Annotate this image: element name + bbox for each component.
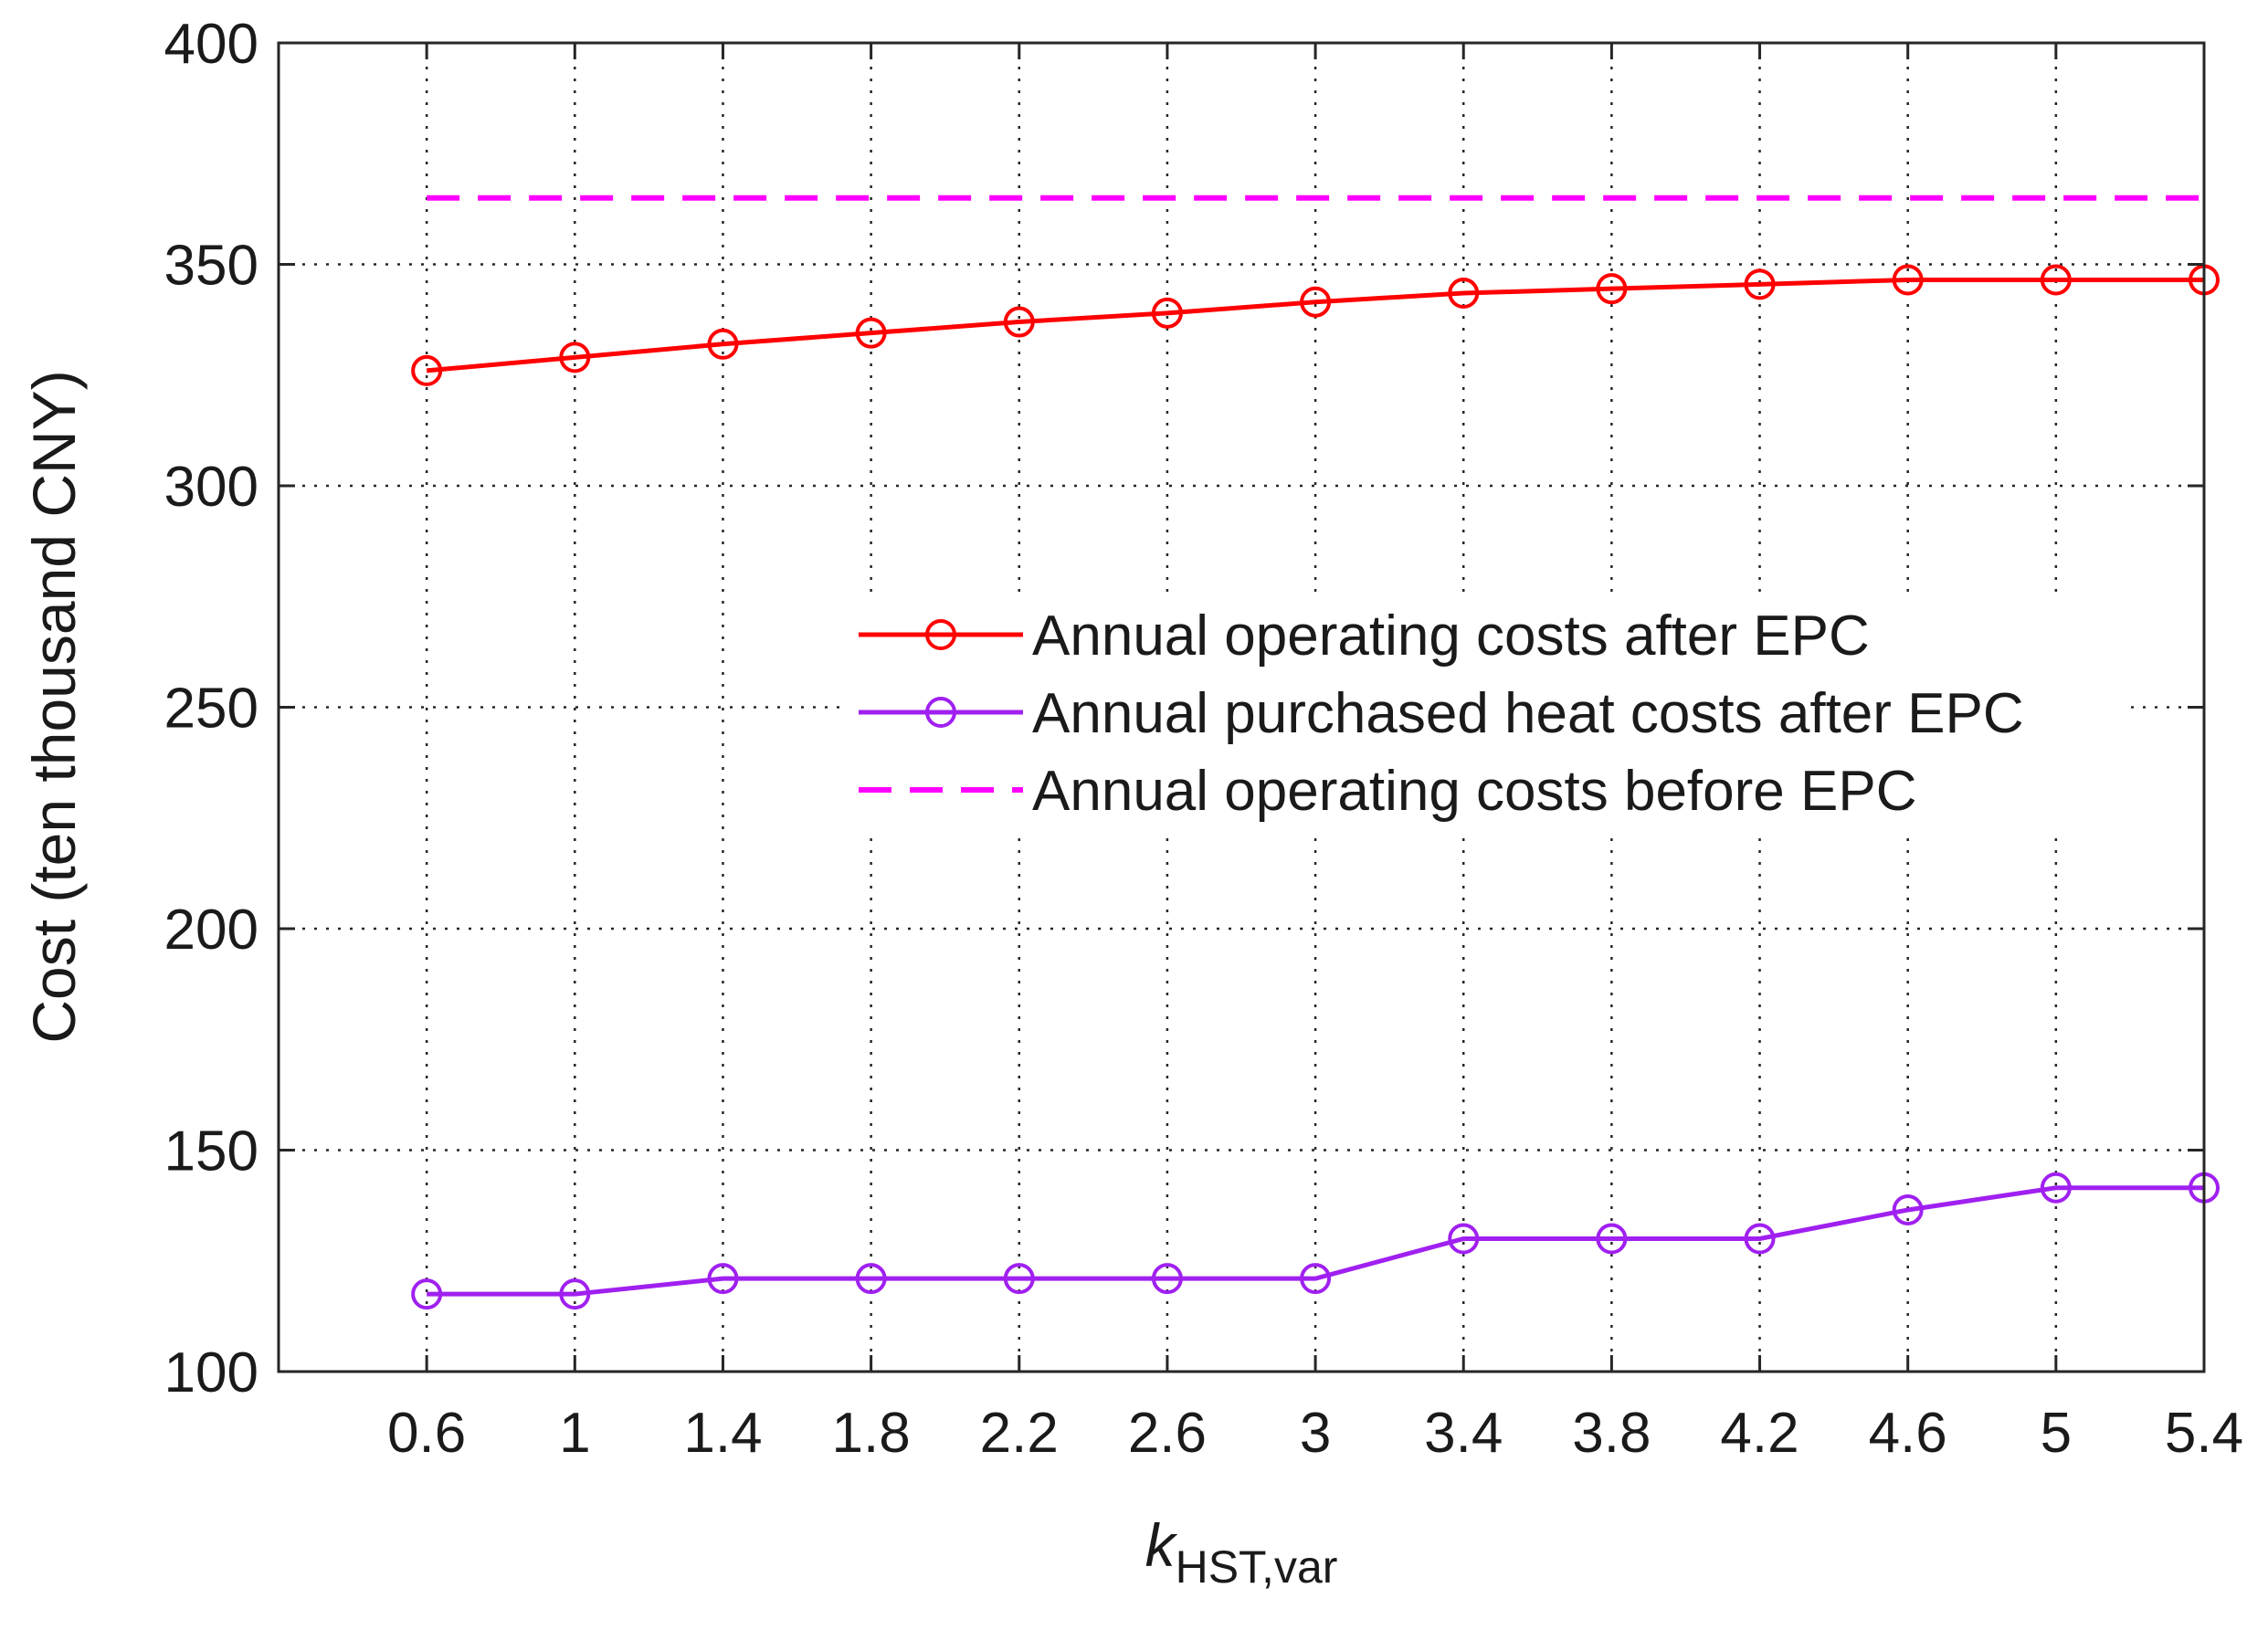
series-0-point bbox=[855, 317, 887, 349]
x-tick-label: 0.6 bbox=[387, 1402, 466, 1465]
legend-label-1: Annual purchased heat costs after EPC bbox=[1032, 682, 2024, 745]
x-tick-label: 5 bbox=[2041, 1402, 2072, 1465]
x-axis-title: kHST,var bbox=[1145, 1511, 1338, 1593]
x-tick-label: 5.4 bbox=[2165, 1402, 2243, 1465]
series-1-point bbox=[1892, 1194, 1924, 1225]
series-0-point bbox=[1892, 264, 1924, 296]
y-tick-label: 400 bbox=[164, 13, 258, 76]
x-axis-title-sub: HST,var bbox=[1176, 1541, 1338, 1593]
legend-label-2: Annual operating costs before EPC bbox=[1032, 760, 1916, 823]
x-tick-label: 2.6 bbox=[1128, 1402, 1207, 1465]
x-tick-label: 3.8 bbox=[1572, 1402, 1651, 1465]
series-group bbox=[411, 195, 2220, 1310]
series-1-point bbox=[559, 1278, 591, 1310]
y-axis-title: Cost (ten thousand CNY) bbox=[20, 370, 88, 1043]
series-1-point bbox=[855, 1263, 887, 1295]
series-line-0 bbox=[426, 277, 2204, 373]
series-1-point bbox=[411, 1278, 443, 1310]
series-1-point bbox=[707, 1263, 739, 1295]
x-tick-label: 4.2 bbox=[1720, 1402, 1799, 1465]
series-1-point bbox=[1744, 1223, 1776, 1255]
x-tick-label: 3 bbox=[1300, 1402, 1331, 1465]
series-0-point bbox=[411, 354, 443, 386]
legend-box bbox=[845, 598, 2124, 831]
series-0-point bbox=[1744, 268, 1776, 300]
series-0-point bbox=[559, 342, 591, 373]
x-tick-label: 4.6 bbox=[1869, 1402, 1947, 1465]
x-tick-label: 1.4 bbox=[683, 1402, 762, 1465]
series-0-point bbox=[1003, 306, 1035, 338]
series-0-point bbox=[2040, 264, 2072, 296]
y-tick-label: 200 bbox=[164, 899, 258, 962]
x-tick-label: 1 bbox=[559, 1402, 590, 1465]
series-1-point bbox=[1151, 1263, 1183, 1295]
x-tick-label: 2.2 bbox=[980, 1402, 1059, 1465]
x-axis-title-main: k bbox=[1145, 1511, 1178, 1579]
legend: Annual operating costs after EPC Annual … bbox=[845, 598, 2124, 831]
tick-labels: 0.6 1 1.4 1.8 2.2 2.6 3 3.4 3.8 4.2 4.6 5 5.4 100 150 2… bbox=[164, 13, 2244, 1465]
y-tick-label: 150 bbox=[164, 1120, 258, 1183]
axis-ticks bbox=[279, 41, 2206, 1373]
series-1-point bbox=[1003, 1263, 1035, 1295]
x-tick-label: 1.8 bbox=[832, 1402, 911, 1465]
legend-marker-0 bbox=[925, 619, 956, 650]
series-0-point bbox=[1151, 297, 1183, 329]
series-0-point bbox=[1300, 286, 1332, 318]
legend-marker-1 bbox=[925, 697, 956, 728]
x-tick-label: 3.4 bbox=[1424, 1402, 1503, 1465]
series-line-1 bbox=[427, 1185, 2204, 1297]
series-1-point bbox=[1300, 1263, 1332, 1295]
series-1-point bbox=[2040, 1172, 2072, 1204]
series-1-point bbox=[1448, 1223, 1480, 1255]
series-0-point bbox=[1448, 278, 1480, 310]
series-1-point bbox=[1596, 1223, 1628, 1255]
y-tick-label: 100 bbox=[164, 1341, 258, 1404]
series-0-point bbox=[707, 328, 739, 360]
legend-label-0: Annual operating costs after EPC bbox=[1032, 605, 1870, 668]
y-tick-label: 300 bbox=[164, 456, 258, 519]
y-tick-label: 250 bbox=[164, 678, 258, 741]
y-tick-label: 350 bbox=[164, 235, 258, 298]
series-0-point bbox=[1596, 273, 1628, 305]
